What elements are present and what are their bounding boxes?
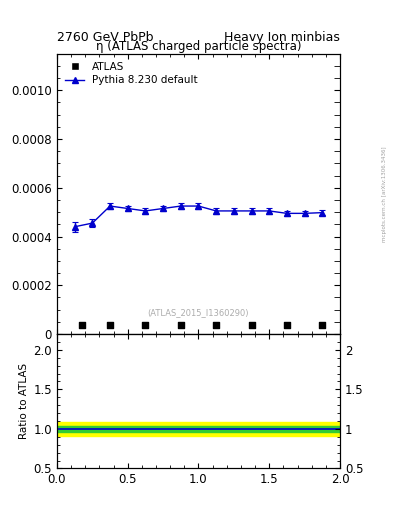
- Text: (ATLAS_2015_I1360290): (ATLAS_2015_I1360290): [148, 308, 249, 317]
- Legend: ATLAS, Pythia 8.230 default: ATLAS, Pythia 8.230 default: [62, 59, 201, 89]
- Point: [79, 322, 85, 330]
- Y-axis label: Ratio to ATLAS: Ratio to ATLAS: [19, 363, 29, 439]
- Point: [178, 322, 184, 330]
- Bar: [57, 426, 340, 432]
- Point: [319, 322, 325, 330]
- Point: [142, 322, 149, 330]
- Point: [284, 322, 290, 330]
- Point: [213, 322, 219, 330]
- Text: mcplots.cern.ch [arXiv:1306.3436]: mcplots.cern.ch [arXiv:1306.3436]: [382, 147, 387, 242]
- Text: 2760 GeV PbPb: 2760 GeV PbPb: [57, 31, 154, 44]
- Text: Heavy Ion minbias: Heavy Ion minbias: [224, 31, 340, 44]
- Bar: [57, 422, 340, 436]
- Point: [107, 322, 113, 330]
- Title: η (ATLAS charged particle spectra): η (ATLAS charged particle spectra): [96, 39, 301, 53]
- Point: [248, 322, 255, 330]
